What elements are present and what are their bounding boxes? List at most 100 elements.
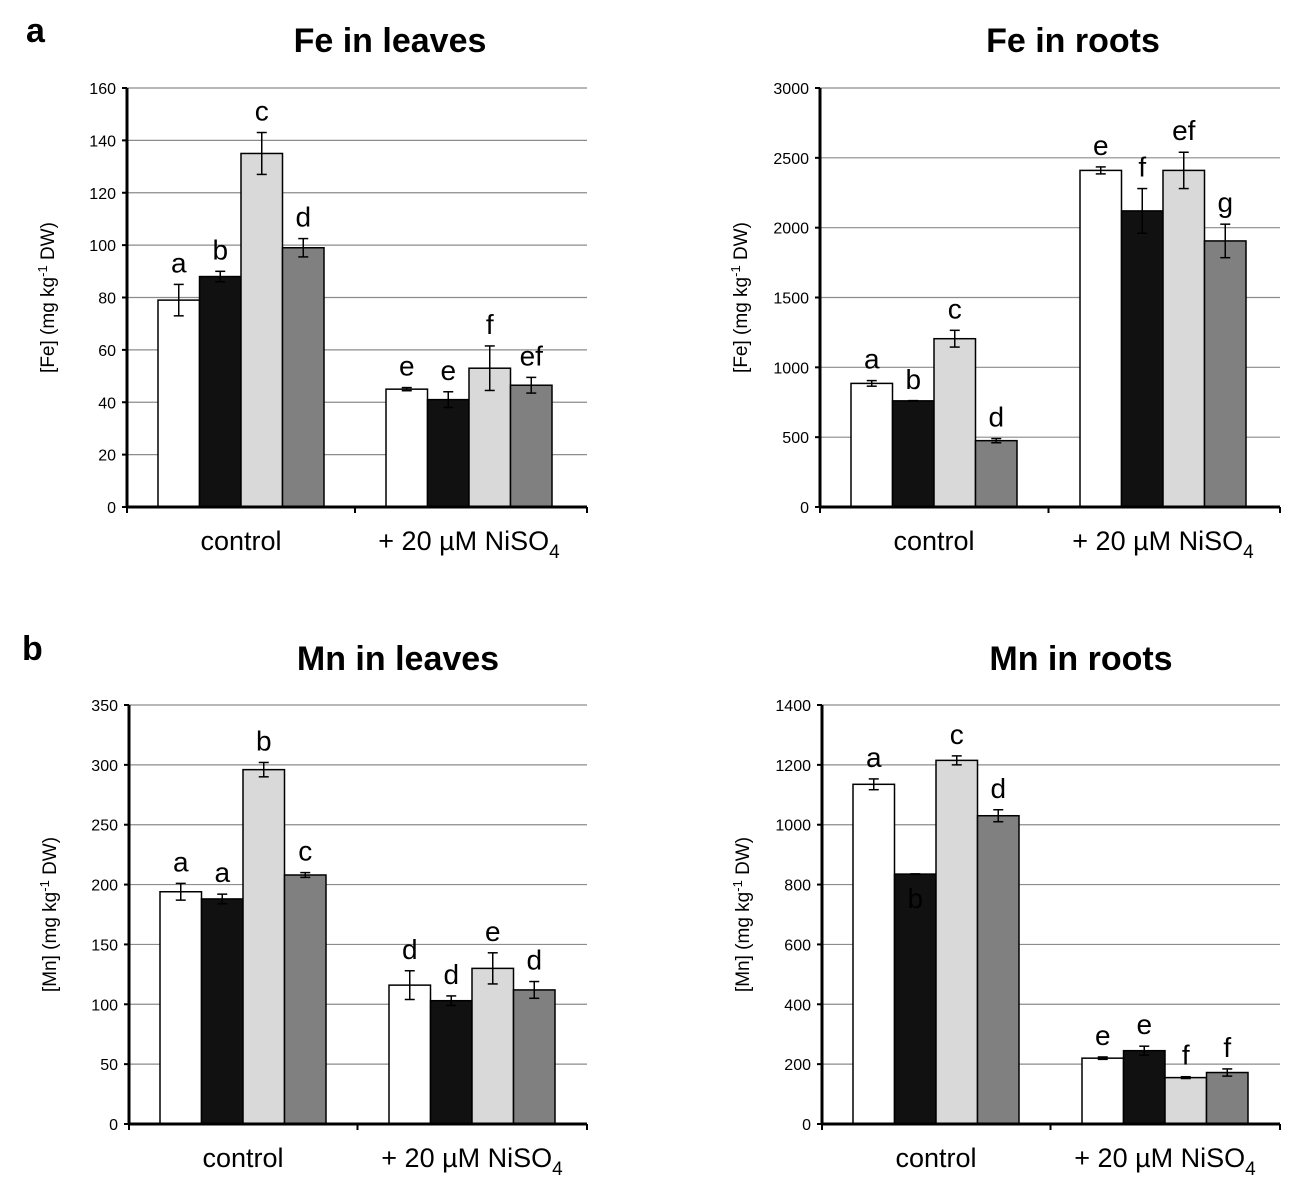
y-axis-label-text: DW) (38, 222, 59, 265)
significance-label: f (486, 309, 494, 340)
bar (1164, 1076, 1208, 1125)
bar (933, 337, 977, 508)
significance-label: a (171, 247, 187, 278)
bar (509, 384, 553, 508)
bar (471, 967, 515, 1125)
significance-label: d (443, 959, 459, 990)
y-axis-label-text: [Fe] (mg kg (38, 277, 59, 373)
chart-title: Mn in leaves (297, 640, 499, 678)
bar (240, 152, 284, 508)
bar (974, 439, 1018, 508)
category-label-subscript: 4 (1245, 1159, 1256, 1180)
y-tick-label: 1000 (773, 360, 809, 377)
category-label: control (200, 526, 281, 556)
y-axis-label-superscript: -1 (37, 880, 52, 892)
y-tick-label: 120 (89, 186, 116, 203)
bar (385, 388, 429, 508)
bar (429, 999, 473, 1125)
category-label-text: control (893, 526, 974, 556)
category-label: + 20 µM NiSO4 (381, 1143, 563, 1180)
y-tick-label: 60 (98, 343, 116, 360)
significance-label: b (905, 364, 921, 395)
y-tick-label: 150 (91, 937, 118, 954)
chart-1: Fe in leaves 0 20 40 60 80 100 120 140 160 [Fe] (m… (35, 22, 588, 563)
y-tick-label: 1400 (775, 698, 811, 715)
chart-title: Fe in roots (986, 22, 1160, 60)
y-axis-label-text: DW) (731, 222, 752, 265)
y-tick-label: 140 (89, 133, 116, 150)
significance-label: e (1136, 1009, 1152, 1040)
significance-label: b (907, 883, 923, 914)
significance-label: e (1095, 1020, 1111, 1051)
significance-label: e (485, 916, 501, 947)
significance-label: d (988, 402, 1004, 433)
category-label: + 20 µM NiSO4 (1074, 1143, 1256, 1180)
y-tick-label: 80 (98, 291, 116, 308)
y-axis-label: [Fe] (mg kg-1 DW) (35, 222, 59, 373)
bar (1162, 169, 1206, 508)
bar (242, 768, 286, 1125)
panel-letter-b: b (22, 630, 43, 668)
chart-2: Fe in roots 0 500 1000 1500 2000 2500 3000 [Fe] … (728, 22, 1281, 563)
category-label: control (202, 1143, 283, 1173)
y-tick-label: 350 (91, 698, 118, 715)
y-axis-label: [Mn] (mg kg-1 DW) (37, 837, 61, 992)
y-tick-label: 40 (98, 395, 116, 412)
category-label: + 20 µM NiSO4 (1072, 526, 1254, 563)
category-label-subscript: 4 (549, 542, 560, 563)
significance-label: b (212, 234, 228, 265)
significance-label: d (990, 773, 1006, 804)
significance-label: a (866, 742, 882, 773)
y-tick-label: 200 (784, 1057, 811, 1074)
category-label-text: control (202, 1143, 283, 1173)
category-label: control (895, 1143, 976, 1173)
bar (1122, 1049, 1166, 1125)
bar (388, 984, 432, 1125)
significance-label: f (1223, 1032, 1231, 1063)
bar (1205, 1071, 1249, 1125)
y-axis-label-text: [Fe] (mg kg (731, 277, 752, 373)
category-label-text: control (895, 1143, 976, 1173)
significance-label: f (1138, 152, 1146, 183)
y-tick-label: 300 (91, 758, 118, 775)
significance-label: d (295, 202, 311, 233)
category-label-text: + 20 µM NiSO (378, 526, 549, 556)
bar (1203, 240, 1247, 508)
chart-title: Mn in roots (989, 640, 1172, 678)
y-tick-label: 0 (802, 1117, 811, 1134)
y-tick-label: 500 (782, 430, 809, 447)
y-tick-label: 1500 (773, 291, 809, 308)
y-tick-label: 100 (91, 997, 118, 1014)
significance-label: d (402, 934, 418, 965)
y-tick-label: 400 (784, 997, 811, 1014)
bar (1079, 169, 1123, 508)
significance-label: c (255, 96, 269, 127)
bar (1120, 210, 1164, 508)
category-label-text: + 20 µM NiSO (381, 1143, 552, 1173)
y-axis-label: [Mn] (mg kg-1 DW) (730, 837, 754, 992)
bar (850, 382, 894, 508)
significance-label: a (864, 344, 880, 375)
y-tick-label: 1200 (775, 758, 811, 775)
bar (157, 299, 201, 508)
significance-label: ef (520, 340, 544, 371)
category-label: control (893, 526, 974, 556)
significance-label: c (948, 293, 962, 324)
panel-letter-a: a (26, 12, 45, 50)
y-tick-label: 2000 (773, 221, 809, 238)
significance-label: a (214, 857, 230, 888)
bar (935, 759, 979, 1125)
bar (852, 783, 896, 1125)
y-axis-label-superscript: -1 (728, 265, 743, 277)
bar (198, 275, 242, 508)
significance-label: e (440, 355, 456, 386)
category-label-text: + 20 µM NiSO (1072, 526, 1243, 556)
bar (159, 891, 203, 1125)
category-label-text: control (200, 526, 281, 556)
significance-label: c (950, 719, 964, 750)
y-tick-label: 1000 (775, 818, 811, 835)
significance-label: ef (1172, 115, 1196, 146)
chart-4: Mn in roots 0 200 400 600 800 1000 1200 1400 [Mn]… (730, 640, 1281, 1180)
y-axis-label-text: DW) (733, 837, 754, 880)
y-tick-label: 3000 (773, 81, 809, 98)
